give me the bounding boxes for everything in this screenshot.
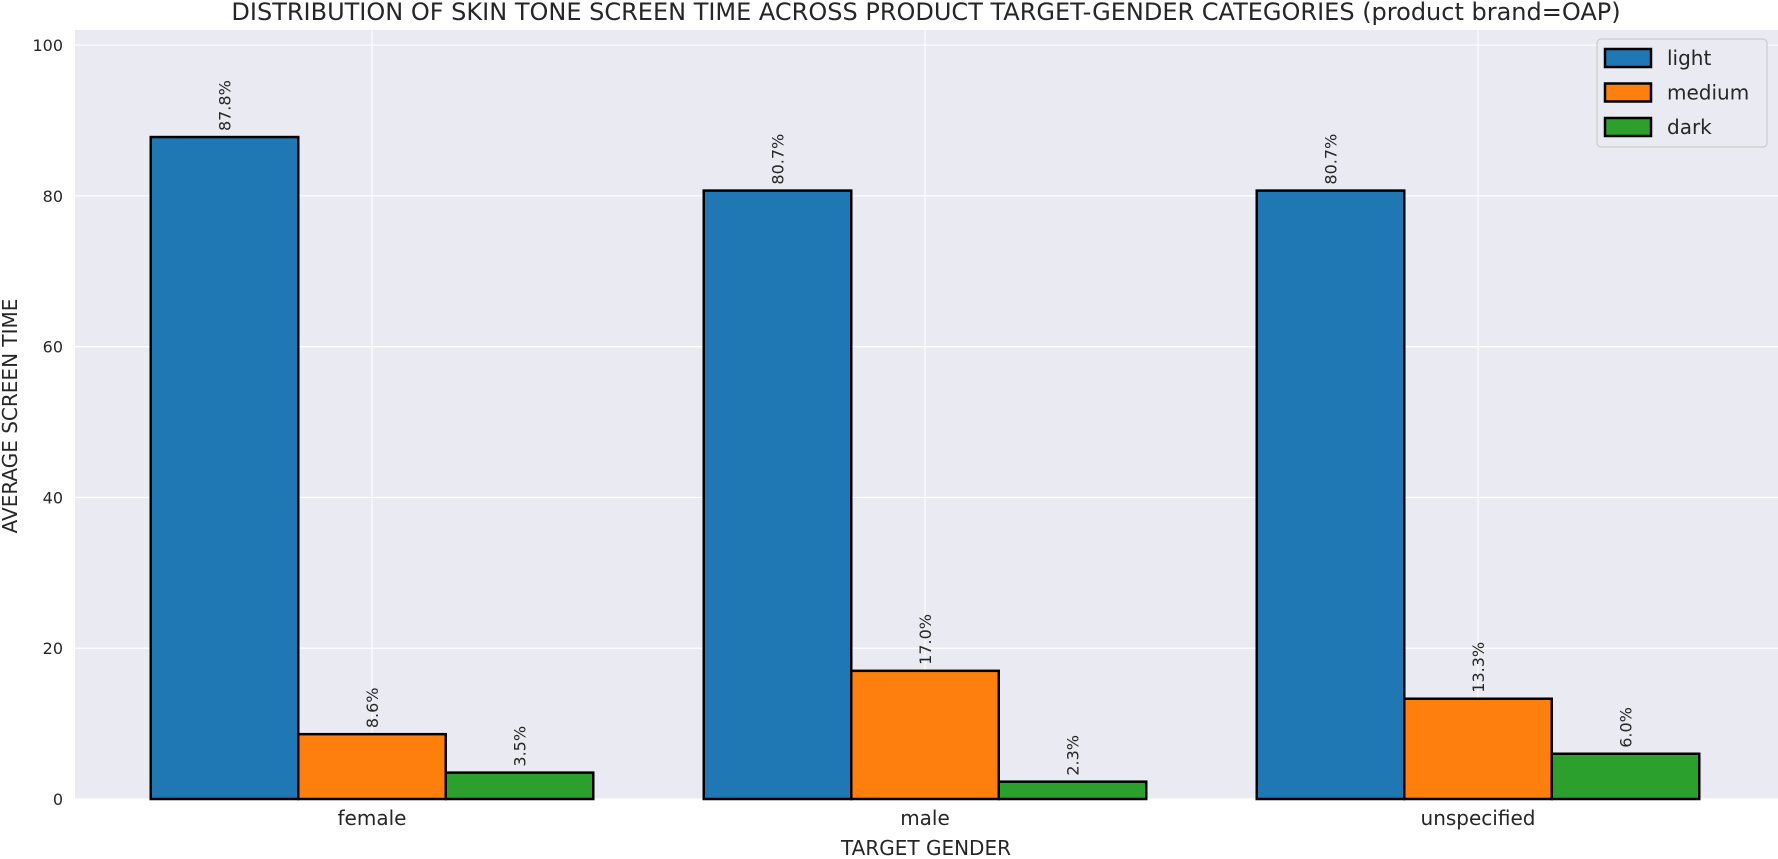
- legend-label-light: light: [1667, 46, 1711, 70]
- x-tick-label-female: female: [338, 806, 407, 830]
- chart-title: DISTRIBUTION OF SKIN TONE SCREEN TIME AC…: [231, 0, 1620, 26]
- y-tick-label: 20: [43, 639, 63, 658]
- data-label-medium-female: 8.6%: [363, 688, 382, 729]
- y-axis-label: AVERAGE SCREEN TIME: [0, 299, 22, 534]
- bar-medium-male: [850, 669, 1000, 801]
- bar-medium-unspecified: [1403, 697, 1553, 801]
- bar-dark-male: [997, 780, 1148, 801]
- legend: light medium dark: [1596, 38, 1768, 148]
- data-label-dark-unspecified: 6.0%: [1617, 707, 1636, 748]
- data-label-medium-unspecified: 13.3%: [1469, 642, 1488, 693]
- y-tick-label: 100: [32, 36, 63, 55]
- legend-label-dark: dark: [1667, 115, 1712, 139]
- data-label-dark-female: 3.5%: [511, 726, 530, 767]
- bar-light-male: [702, 189, 853, 801]
- x-axis-label: TARGET GENDER: [840, 836, 1011, 859]
- bar-medium-female: [297, 732, 447, 801]
- data-label-light-male: 80.7%: [769, 134, 788, 185]
- x-tick-label-unspecified: unspecified: [1421, 806, 1536, 830]
- legend-swatch-medium: [1603, 82, 1653, 103]
- data-label-light-unspecified: 80.7%: [1322, 134, 1341, 185]
- legend-swatch-dark: [1603, 116, 1653, 138]
- x-axis-ticks: female male unspecified: [338, 806, 1536, 830]
- data-labels: 87.8% 80.7% 80.7% 8.6% 17.0% 13.3% 3.5% 2.3% 6.0…: [216, 80, 1636, 775]
- bars: [149, 135, 1701, 801]
- bar-dark-unspecified: [1550, 752, 1701, 801]
- legend-swatch-light: [1603, 47, 1653, 69]
- y-tick-label: 0: [53, 790, 63, 809]
- data-label-medium-male: 17.0%: [916, 614, 935, 665]
- y-tick-label: 80: [43, 187, 63, 206]
- bar-light-unspecified: [1255, 189, 1406, 801]
- bar-light-female: [149, 135, 300, 801]
- legend-label-medium: medium: [1667, 81, 1749, 105]
- y-tick-label: 60: [43, 338, 63, 357]
- bar-dark-female: [444, 771, 595, 801]
- data-label-dark-male: 2.3%: [1064, 735, 1083, 776]
- y-axis-ticks: 0 20 40 60 80 100: [32, 36, 63, 809]
- x-tick-label-male: male: [900, 806, 950, 830]
- data-label-light-female: 87.8%: [216, 80, 235, 131]
- y-tick-label: 40: [43, 488, 63, 507]
